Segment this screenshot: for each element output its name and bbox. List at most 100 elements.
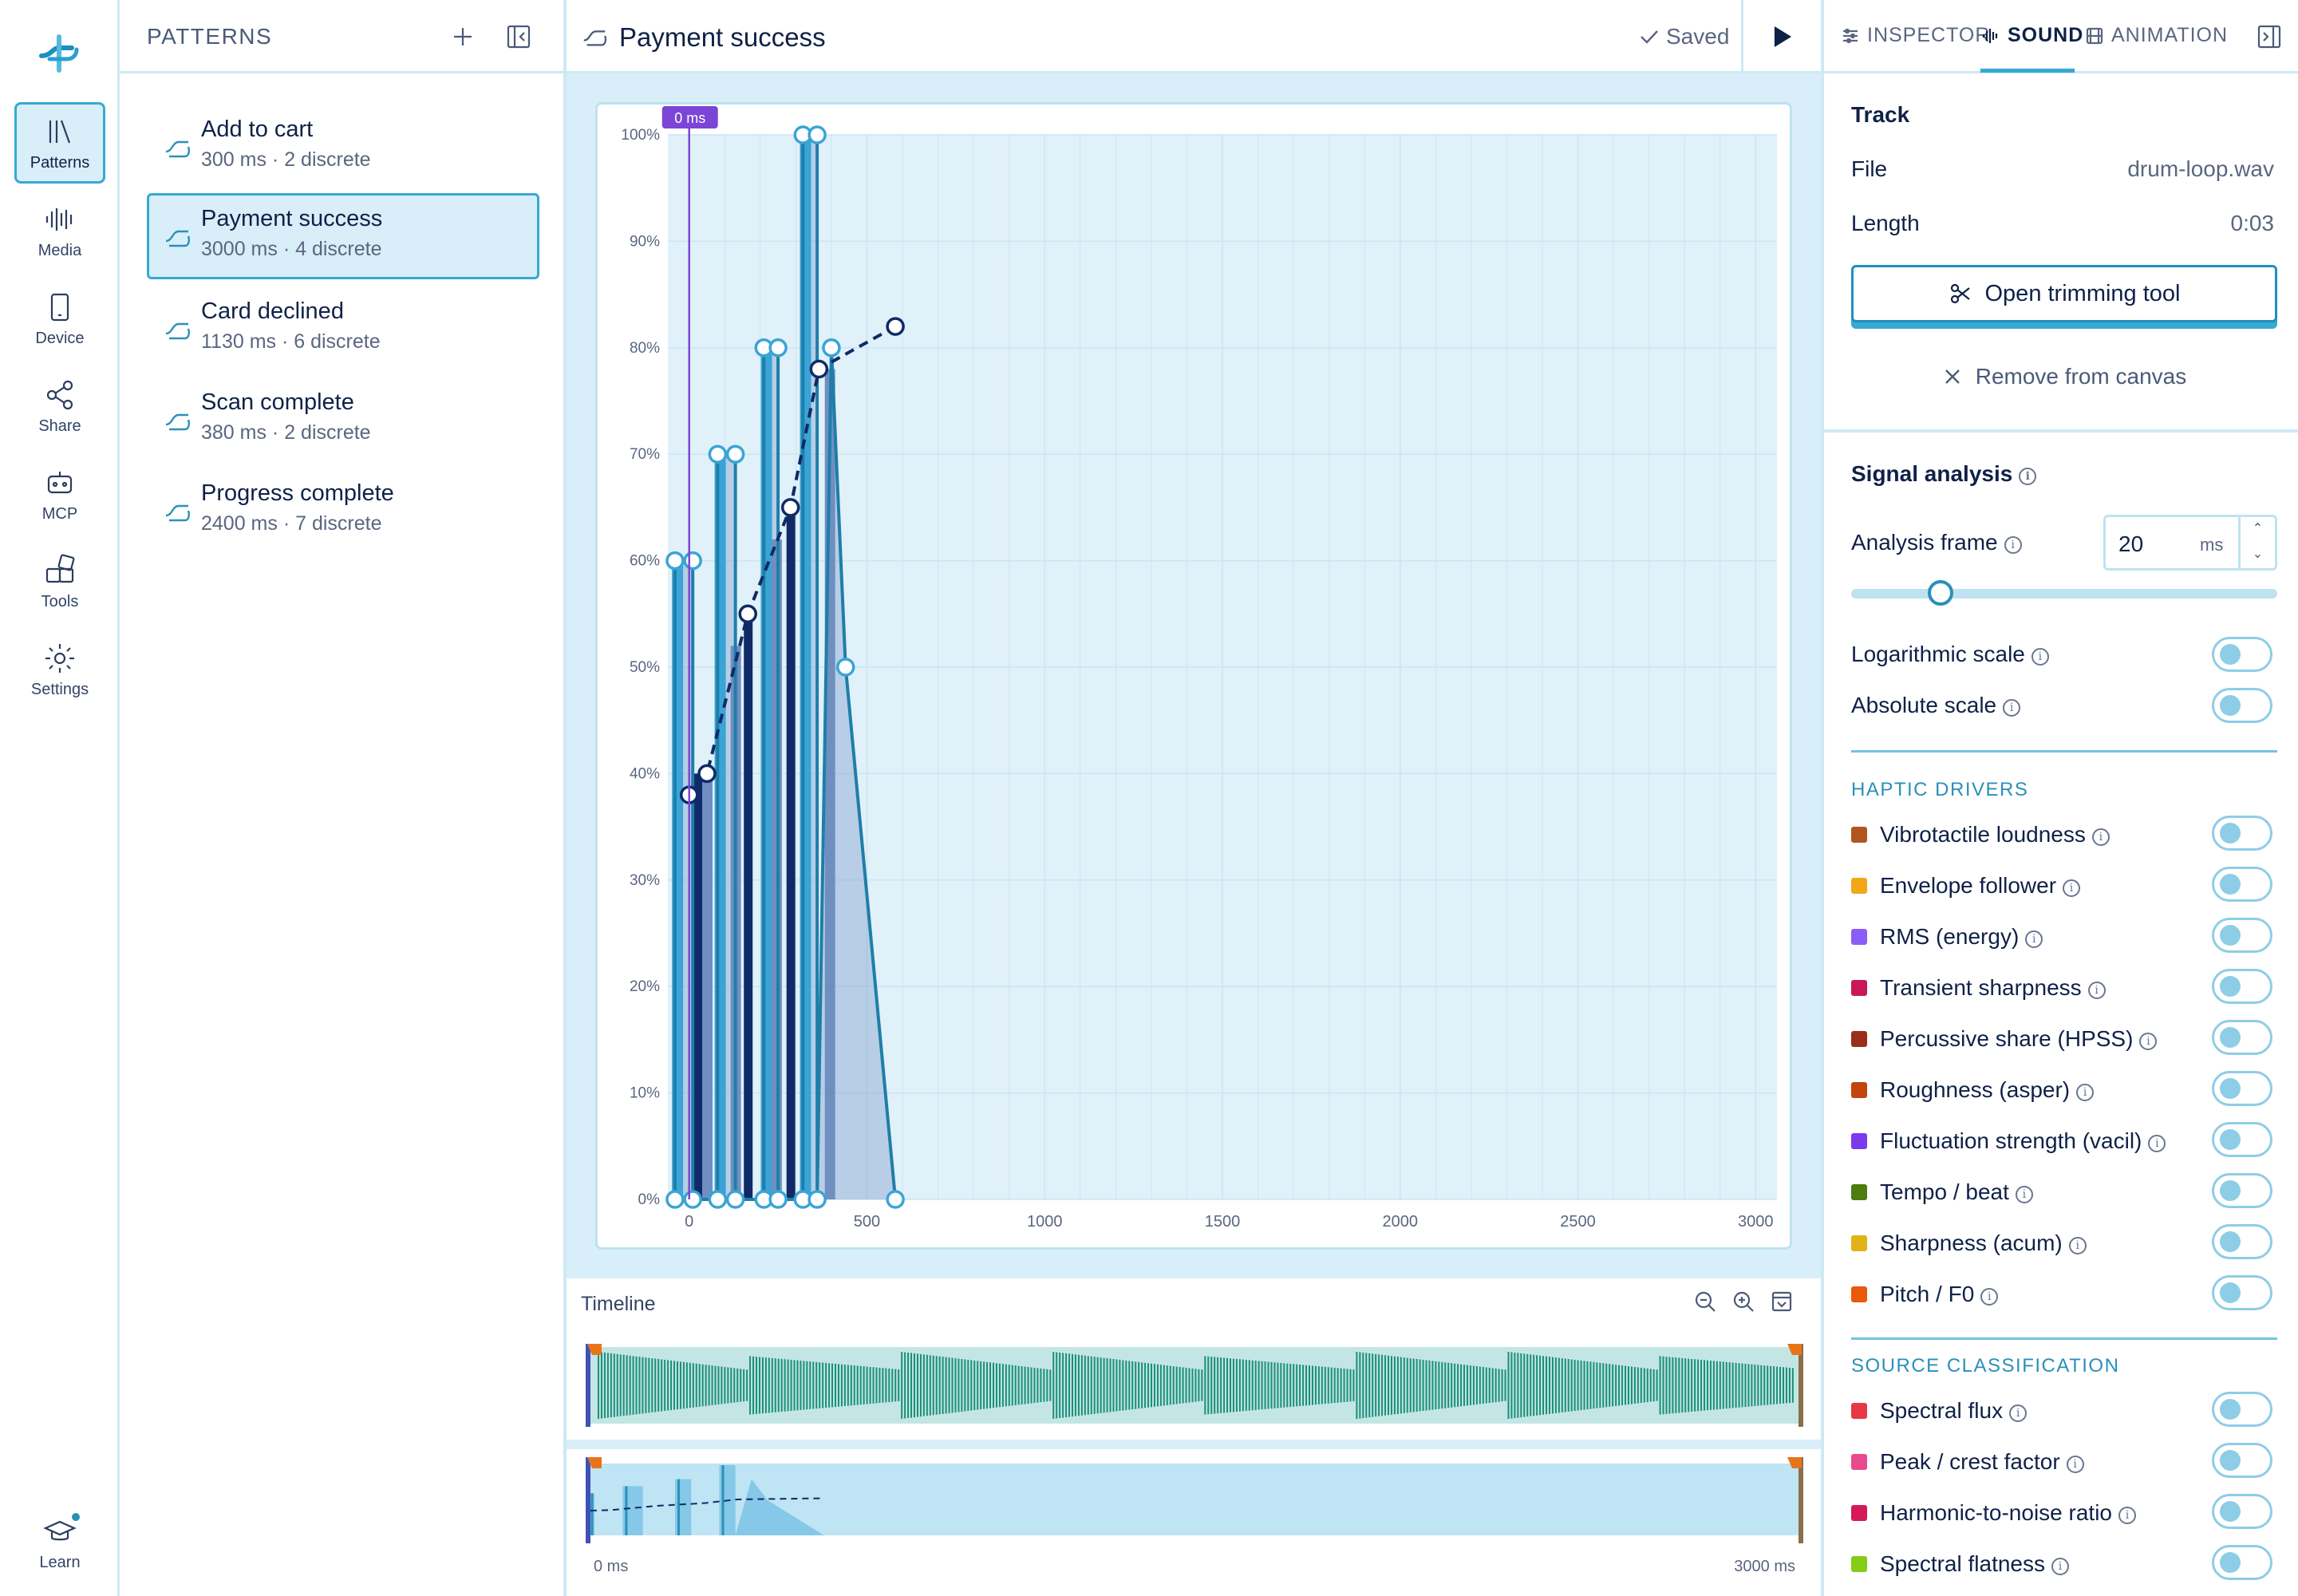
zoom-in-button[interactable] [1731,1290,1759,1317]
overview-strip[interactable] [586,1457,1803,1545]
abs-scale-toggle[interactable] [2212,688,2272,723]
source-toggle[interactable] [2212,1545,2272,1580]
info-icon[interactable]: i [2068,1237,2087,1254]
fit-button[interactable] [1770,1290,1797,1317]
info-icon[interactable]: i [2063,879,2081,897]
add-pattern-button[interactable] [445,19,480,54]
info-icon[interactable]: i [2076,1084,2095,1101]
decrement-button[interactable]: ⌄ [2252,547,2264,561]
driver-row: Sharpness (acum) i [1851,1227,2274,1262]
rail-item-patterns[interactable]: Patterns [14,102,105,184]
pattern-item[interactable]: Progress complete 2400 ms · 7 discrete [147,468,539,554]
source-toggle[interactable] [2212,1443,2272,1478]
button-label: Open trimming tool [1984,280,2181,306]
info-icon[interactable]: i [2091,828,2110,846]
driver-toggle[interactable] [2212,1071,2272,1106]
info-icon[interactable]: i [2139,1033,2158,1050]
source-row: Spectral flux i [1851,1395,2274,1430]
driver-toggle[interactable] [2212,867,2272,902]
x-tick-label: 3000 [1738,1213,1774,1231]
log-scale-row: Logarithmic scale i [1851,642,2274,667]
collapse-inspector-button[interactable] [2252,19,2287,54]
driver-label: Roughness (asper) i [1880,1077,2095,1103]
range-end-marker [1787,1457,1802,1468]
envelope-point [708,444,728,464]
driver-toggle[interactable] [2212,918,2272,953]
driver-toggle[interactable] [2212,969,2272,1004]
source-toggle[interactable] [2212,1494,2272,1529]
tab-label: ANIMATION [2111,24,2229,46]
info-icon[interactable]: i [2019,468,2037,485]
source-row: Spectral flatness i [1851,1548,2274,1583]
info-icon[interactable]: i [1980,1288,1999,1306]
pattern-item[interactable]: Card declined 1130 ms · 6 discrete [147,286,539,372]
driver-row: Roughness (asper) i [1851,1074,2274,1109]
envelope-chart[interactable]: 0% 10% 20% 30% 40% 50% 60% 70% 80% 90% 100% 0 500 100… [595,102,1792,1250]
info-icon[interactable]: i [2148,1135,2166,1152]
info-icon[interactable]: i [2051,1558,2069,1575]
analysis-frame-slider[interactable] [1851,580,2277,606]
tab-inspector[interactable]: INSPECTOR [1840,24,1990,47]
rail-item-mcp[interactable]: MCP [14,453,105,535]
rail-item-share[interactable]: Share [14,365,105,447]
rail-label: Share [38,417,81,435]
x-tick-label: 0 [685,1213,693,1231]
increment-button[interactable]: ⌃ [2252,522,2264,535]
tab-sound[interactable]: SOUND [1980,24,2083,47]
divider [1741,0,1743,73]
driver-label: Pitch / F0 i [1880,1282,1999,1307]
tools-icon [45,554,75,583]
info-icon[interactable]: i [2087,982,2106,999]
y-tick-label: 70% [630,446,660,463]
film-icon [2086,27,2103,44]
pattern-meta: 300 ms · 2 discrete [201,148,371,171]
color-swatch [1851,878,1867,894]
rail-item-device[interactable]: Device [14,278,105,359]
info-icon[interactable]: i [2003,699,2021,717]
x-tick-label: 1000 [1027,1213,1063,1231]
info-icon[interactable]: i [2015,1186,2033,1203]
info-icon[interactable]: i [2066,1456,2084,1473]
source-toggle[interactable] [2212,1392,2272,1427]
analysis-frame-stepper[interactable]: 20 ms ⌃ ⌄ [2103,515,2277,571]
check-icon [1641,30,1658,44]
rail-item-media[interactable]: Media [14,190,105,271]
driver-toggle[interactable] [2212,1122,2272,1157]
tab-animation[interactable]: ANIMATION [2084,24,2228,47]
info-icon[interactable]: i [2025,930,2043,948]
rail-item-tools[interactable]: Tools [14,541,105,622]
rail-item-settings[interactable]: Settings [14,629,105,710]
slider-thumb[interactable] [1928,580,1953,606]
driver-toggle[interactable] [2212,1224,2272,1259]
driver-row: RMS (energy) i [1851,921,2274,956]
driver-toggle[interactable] [2212,816,2272,851]
driver-toggle[interactable] [2212,1173,2272,1208]
zoom-out-button[interactable] [1693,1290,1720,1317]
remove-from-canvas-button[interactable]: Remove from canvas [1851,359,2277,394]
pattern-item[interactable]: Add to cart 300 ms · 2 discrete [147,104,539,190]
info-icon[interactable]: i [2009,1404,2028,1422]
log-scale-toggle[interactable] [2212,637,2272,672]
gear-icon [45,643,74,673]
source-label: Harmonic-to-noise ratio i [1880,1500,2136,1526]
source-label: Peak / crest factor i [1880,1449,2084,1475]
color-swatch [1851,1235,1867,1251]
pattern-name: Scan complete [201,389,354,415]
collapse-panel-button[interactable] [501,19,536,54]
pattern-item-selected[interactable]: Payment success 3000 ms · 4 discrete [147,193,539,279]
timeline-panel: Timeline [567,1278,1821,1440]
driver-label: Fluctuation strength (vacil) i [1880,1128,2166,1154]
overview-envelope [590,1465,824,1535]
rail-item-learn[interactable]: Learn [14,1502,105,1583]
pattern-item[interactable]: Scan complete 380 ms · 2 discrete [147,377,539,463]
driver-toggle[interactable] [2212,1020,2272,1055]
play-button[interactable] [1763,19,1799,54]
driver-toggle[interactable] [2212,1275,2272,1310]
info-icon[interactable]: i [2004,536,2022,554]
driver-row: Fluctuation strength (vacil) i [1851,1125,2274,1160]
info-icon[interactable]: i [2118,1507,2136,1524]
info-icon[interactable]: i [2031,648,2049,666]
panel-title: PATTERNS [147,24,273,49]
open-trimming-tool-button[interactable]: Open trimming tool [1851,265,2277,322]
audio-waveform[interactable] [586,1344,1803,1427]
